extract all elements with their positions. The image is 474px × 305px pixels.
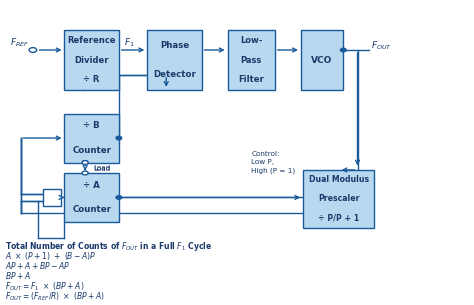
Text: Control:
Low P,
High (P = 1): Control: Low P, High (P = 1) [251, 151, 295, 174]
Text: Counter: Counter [72, 146, 111, 155]
FancyBboxPatch shape [228, 30, 275, 90]
FancyBboxPatch shape [147, 30, 201, 90]
Text: $BP + A$: $BP + A$ [5, 270, 31, 281]
Text: ÷ R: ÷ R [83, 75, 100, 84]
FancyBboxPatch shape [303, 170, 374, 228]
Text: Prescaler: Prescaler [318, 194, 359, 203]
FancyBboxPatch shape [64, 113, 119, 163]
Text: $F_{OUT} = (F_{REF}/R)\ \times\ (BP + A)$: $F_{OUT} = (F_{REF}/R)\ \times\ (BP + A)… [5, 290, 105, 303]
Circle shape [82, 171, 88, 175]
FancyBboxPatch shape [301, 30, 343, 90]
Text: VCO: VCO [311, 56, 333, 65]
Text: Pass: Pass [240, 56, 262, 65]
Circle shape [116, 196, 122, 199]
Text: Load: Load [94, 165, 111, 171]
Text: $A\ \times\ (P + 1)\ +\ (B - A)P$: $A\ \times\ (P + 1)\ +\ (B - A)P$ [5, 250, 97, 262]
Text: Phase: Phase [160, 41, 189, 50]
Text: Reference: Reference [67, 36, 116, 45]
Circle shape [340, 48, 346, 52]
FancyBboxPatch shape [64, 173, 119, 222]
Circle shape [116, 136, 122, 140]
FancyBboxPatch shape [43, 189, 61, 206]
Text: $F_{OUT} = F_1\ \times\ (BP + A)$: $F_{OUT} = F_1\ \times\ (BP + A)$ [5, 280, 85, 293]
Text: Filter: Filter [238, 75, 264, 84]
Circle shape [82, 161, 88, 164]
Text: Low-: Low- [240, 36, 263, 45]
Text: ÷ B: ÷ B [83, 121, 100, 130]
Text: $F_{OUT}$: $F_{OUT}$ [371, 39, 392, 52]
Text: $AP + A + BP - AP$: $AP + A + BP - AP$ [5, 260, 71, 271]
Text: Load: Load [94, 166, 111, 172]
Text: Detector: Detector [153, 70, 196, 79]
Text: ÷ A: ÷ A [83, 181, 100, 190]
FancyBboxPatch shape [64, 30, 119, 90]
Text: Total Number of Counts of $F_{OUT}$ in a Full $F_1$ Cycle: Total Number of Counts of $F_{OUT}$ in a… [5, 240, 213, 253]
Text: Divider: Divider [74, 56, 109, 65]
Text: $F_{REF}$: $F_{REF}$ [10, 36, 29, 49]
Circle shape [29, 48, 36, 52]
Text: Dual Modulus: Dual Modulus [309, 175, 369, 184]
Text: Counter: Counter [72, 205, 111, 214]
Text: ÷ P/P + 1: ÷ P/P + 1 [318, 214, 359, 223]
Text: $F_1$: $F_1$ [124, 36, 135, 49]
